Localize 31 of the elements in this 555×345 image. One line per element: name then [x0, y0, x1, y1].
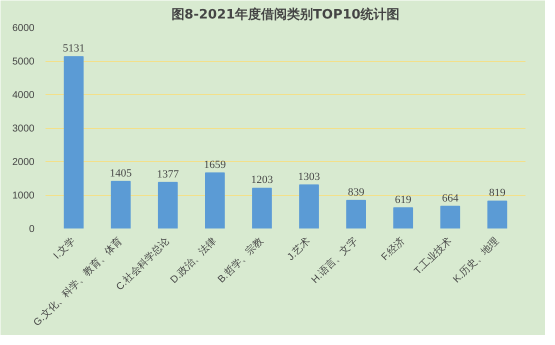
- data-label: 5131: [62, 42, 85, 55]
- bar: [440, 206, 460, 228]
- y-tick-label: 5000: [12, 56, 35, 68]
- data-label: 1203: [250, 174, 274, 186]
- bar: [299, 184, 319, 228]
- data-label: 1659: [204, 158, 226, 171]
- data-label: 664: [442, 192, 459, 204]
- bar: [158, 182, 178, 228]
- x-tick-label: I.文学: [51, 234, 78, 262]
- bar: [346, 200, 366, 228]
- data-label: 1377: [156, 168, 180, 180]
- data-label: 619: [394, 194, 412, 206]
- y-tick-label: 2000: [12, 157, 35, 168]
- bar: [252, 188, 272, 228]
- bar: [205, 172, 225, 228]
- y-tick-label: 1000: [12, 190, 35, 202]
- data-label: 1405: [110, 167, 132, 180]
- data-label: 1303: [298, 170, 321, 183]
- x-tick-label: F.经济: [378, 234, 408, 264]
- y-tick-label: 3000: [12, 124, 35, 134]
- bar: [393, 207, 414, 228]
- data-label: 819: [489, 187, 506, 200]
- x-tick-label: B.哲学、宗教: [215, 234, 266, 286]
- data-label: 839: [348, 186, 365, 198]
- y-tick-label: 0: [28, 224, 35, 235]
- y-tick-label: 4000: [12, 90, 35, 101]
- bar: [64, 56, 84, 228]
- y-tick-label: 6000: [12, 23, 35, 34]
- bar: [110, 180, 131, 228]
- chart-title: 图8-2021年度借阅类别TOP10统计图: [171, 6, 400, 22]
- bar: [487, 200, 508, 228]
